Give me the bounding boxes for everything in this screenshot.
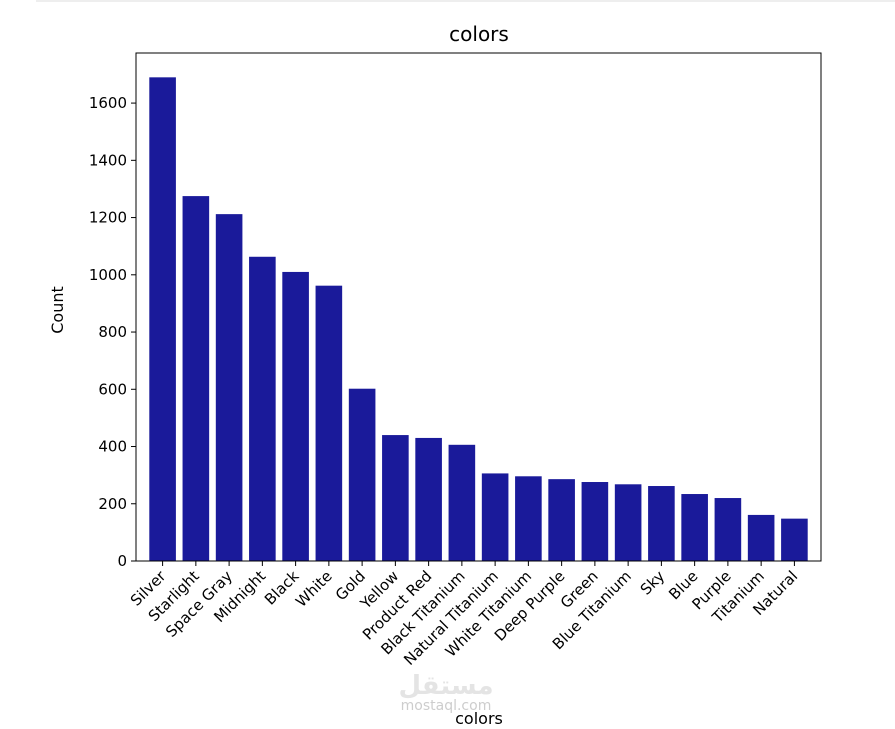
bar-yellow [382, 435, 409, 561]
y-tick-label: 400 [98, 438, 127, 456]
y-tick-label: 1000 [89, 266, 127, 284]
plot-frame [135, 52, 822, 562]
y-tick-label: 1600 [89, 94, 127, 112]
y-tick-label: 600 [98, 380, 127, 398]
bar-silver [149, 77, 176, 561]
bar-gold [348, 388, 376, 561]
watermark-url: mostaql.com [401, 698, 492, 714]
y-tick-label: 200 [98, 495, 127, 513]
bar-green [581, 482, 609, 561]
bar-white-titanium [515, 476, 542, 561]
bar-space-gray [215, 214, 243, 561]
chart-title: colors [449, 22, 509, 46]
bar-natural [781, 518, 808, 561]
page-top-rule [36, 0, 895, 2]
bar-sky [648, 486, 675, 561]
y-tick-label: 800 [98, 323, 127, 341]
bar-titanium [747, 514, 775, 561]
bar-black-titanium [448, 444, 476, 561]
bar-blue [681, 494, 708, 561]
y-axis-label: Count [48, 286, 67, 334]
bar-blue-titanium [614, 484, 642, 561]
bar-deep-purple [548, 479, 575, 561]
y-tick-label: 1400 [89, 151, 127, 169]
bar-midnight [249, 256, 276, 561]
x-tick-label: White [292, 567, 336, 611]
bar-product-red [415, 437, 442, 561]
bar-black [282, 271, 309, 561]
x-axis-label: colors [455, 709, 503, 728]
y-tick-label: 0 [117, 552, 127, 570]
x-tick-label: Sky [637, 567, 669, 599]
bar-purple [714, 498, 742, 561]
bar-white [315, 285, 343, 561]
y-tick-label: 1200 [89, 209, 127, 227]
bars-group [149, 77, 808, 561]
y-axis: 0 200 400 600 800 1000 1200 1400 1600 [89, 94, 136, 570]
bar-starlight [182, 196, 210, 561]
watermark-logo: مستقل [398, 671, 493, 701]
bar-natural-titanium [481, 473, 509, 561]
